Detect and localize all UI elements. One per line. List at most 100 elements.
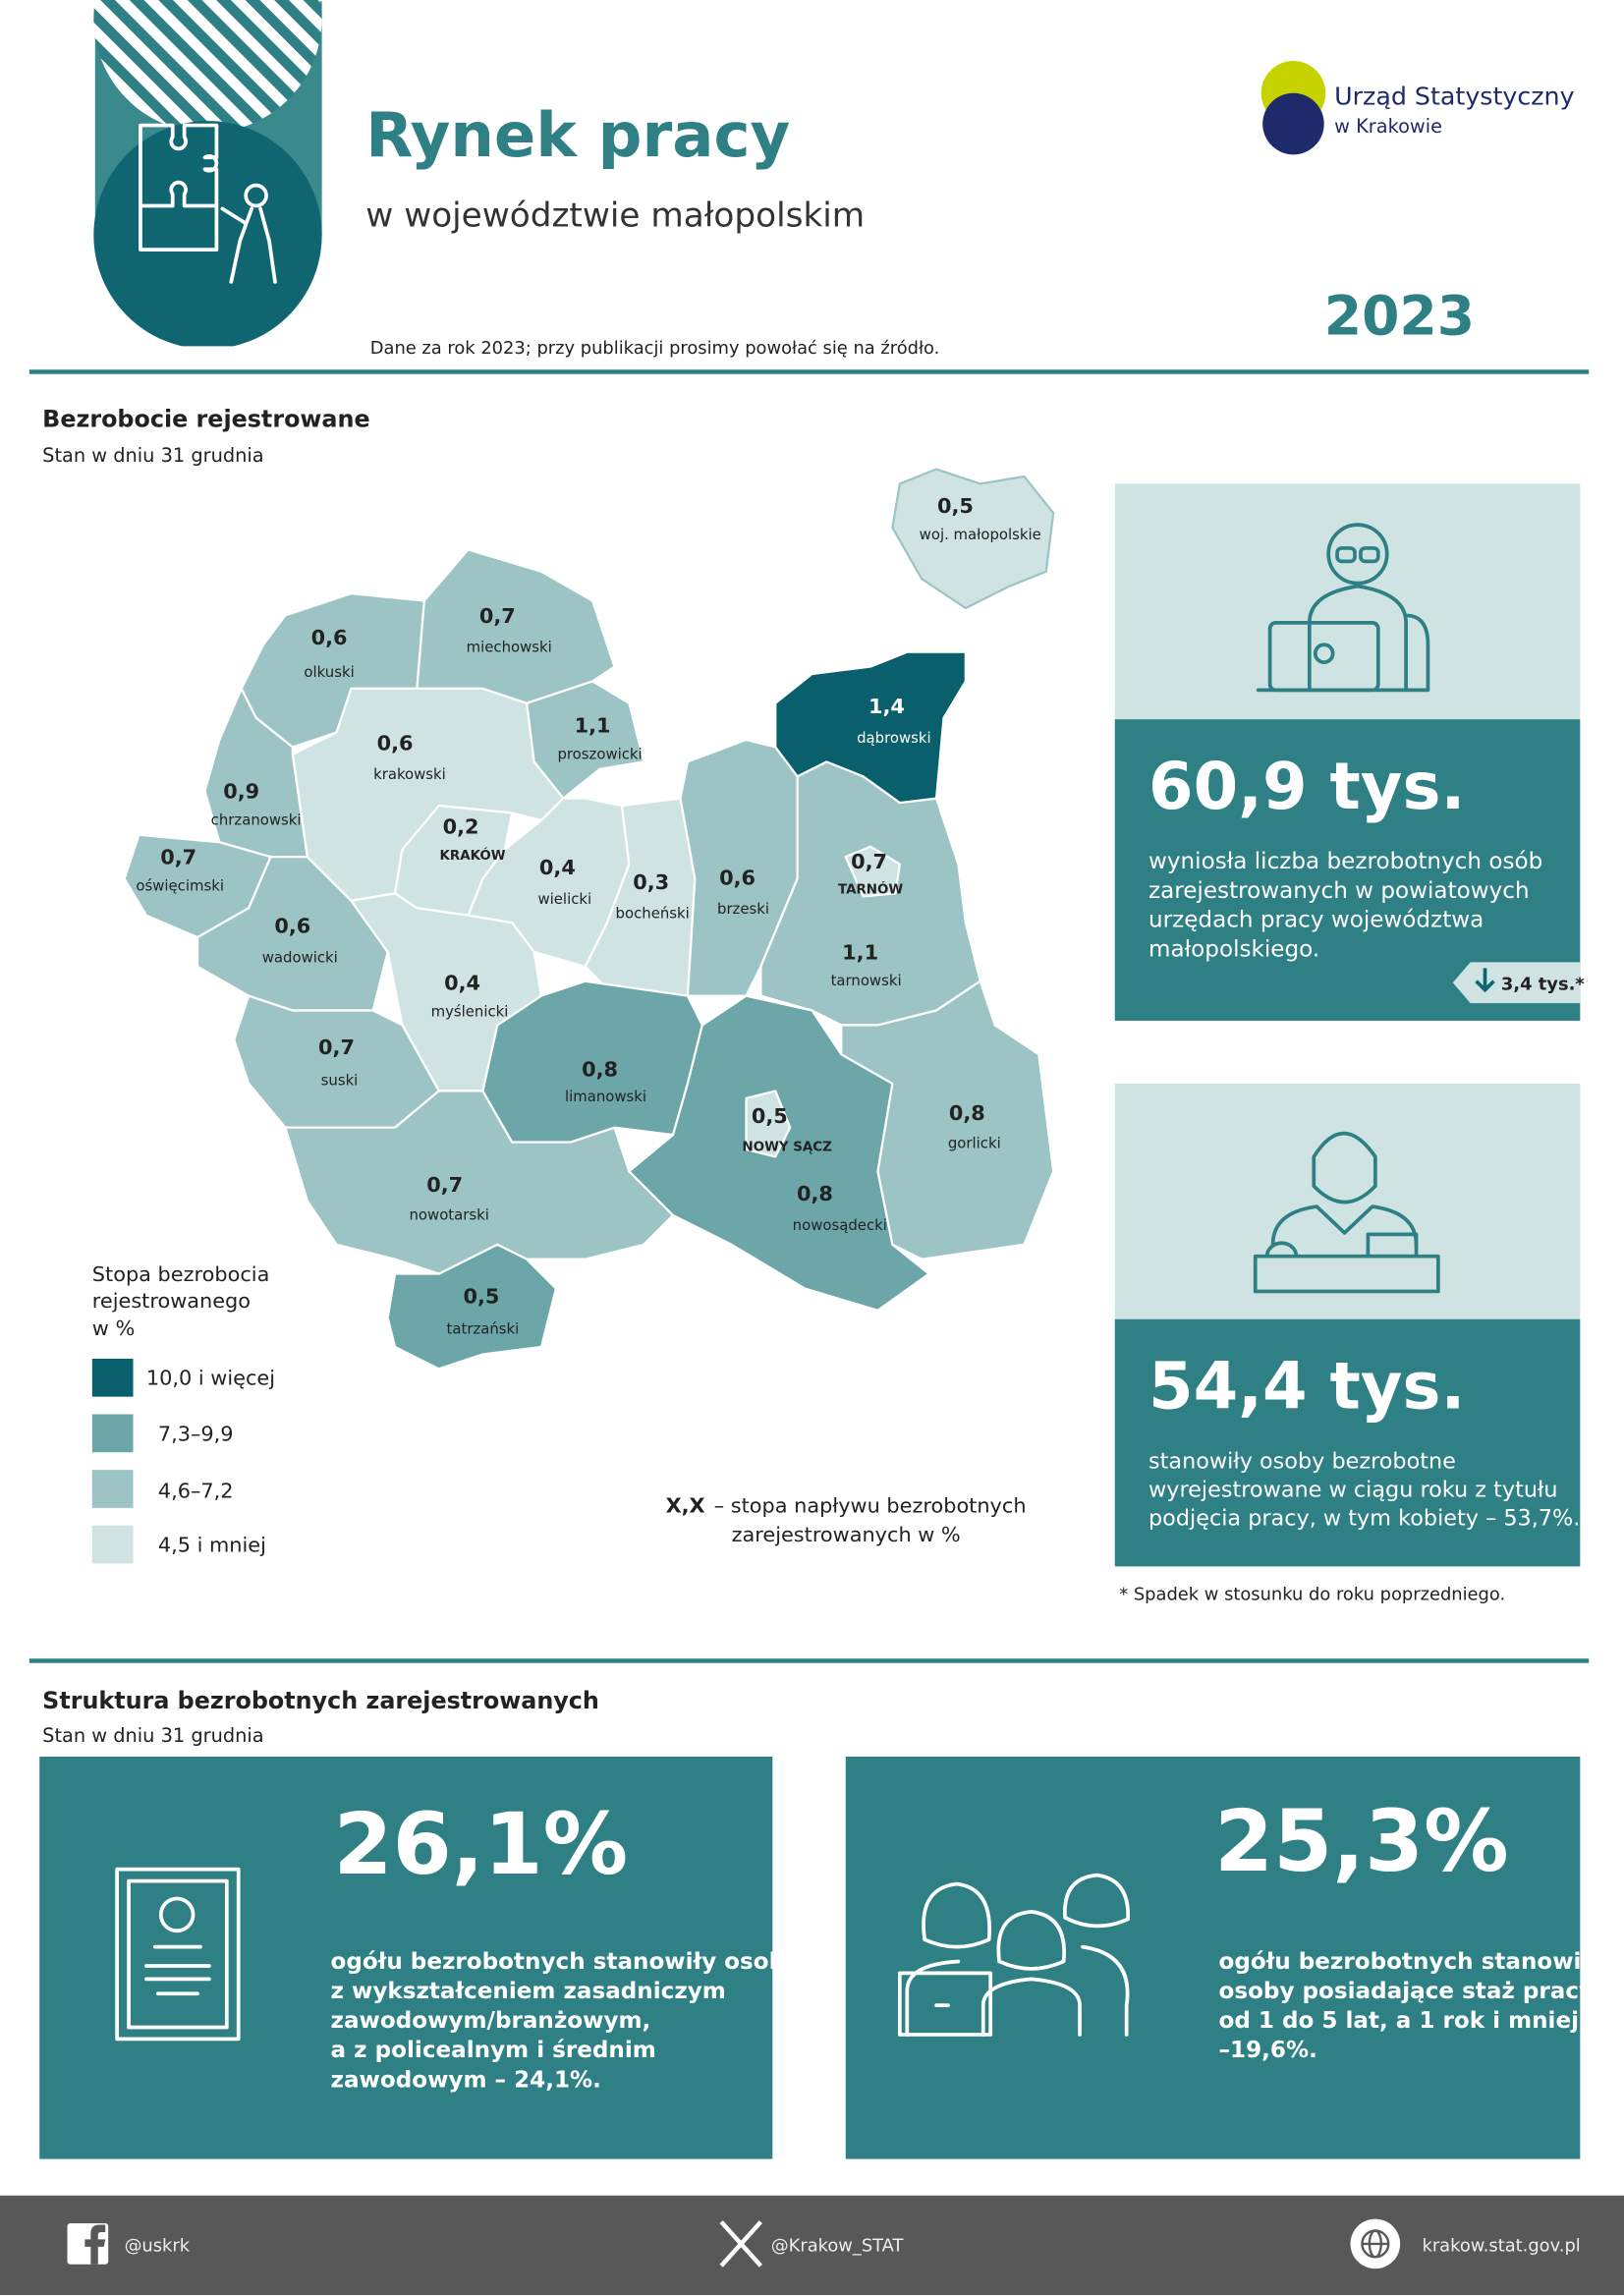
text-line: osoby posiadające staż pracy [1218,1979,1594,2004]
text-line: od 1 do 5 lat, a 1 rok i mniej [1218,2008,1579,2034]
panel-value: 60,9 tys. [1148,750,1465,824]
region-value: 0,8 [582,1058,618,1082]
text-line: z wykształceniem zasadniczym [331,1979,726,2004]
legend-swatch [91,1525,134,1564]
region [416,548,616,704]
legend-label: 7,3–9,9 [158,1422,234,1445]
section-subtitle: Stan w dniu 31 grudnia [42,1724,263,1747]
panel-text: stanowiły osoby bezrobotne wyrejestrowane… [1148,1449,1580,1532]
region-name: nowotarski [410,1205,489,1223]
symbol-text: zarejestrowanych w % [732,1523,961,1546]
text-line: małopolskiego. [1148,936,1319,962]
region-name: nowosądecki [793,1216,887,1234]
region-value: 0,6 [274,915,310,938]
region [844,845,901,898]
globe-glyph [1361,2229,1390,2259]
region-value: 0,3 [633,870,669,894]
region [840,980,1055,1260]
region-name: tarnowski [831,972,902,989]
region-value: 0,7 [160,846,196,869]
change-value: 3,4 tys.* [1501,975,1585,995]
region-name: krakowski [373,765,446,783]
region [386,1243,558,1371]
text-line: zawodowym/branżowym, [331,2008,651,2034]
region-value: 1,4 [868,695,905,718]
region-name: dąbrowski [857,729,931,747]
region-name: proszowicki [557,745,642,762]
region-value: 0,6 [377,731,414,755]
region-value: 0,5 [463,1284,499,1308]
region-name: woj. małopolskie [920,526,1041,543]
note: Dane za rok 2023; przy publikacji prosim… [370,338,940,359]
region [774,650,967,805]
region-value: 1,1 [575,714,611,738]
region-value: 0,6 [311,626,348,649]
region-name: NOWY SĄCZ [743,1140,833,1154]
region-name: oświęcimski [136,876,224,894]
footer-text[interactable]: krakow.stat.gov.pl [1422,2235,1580,2256]
text-line: urzędach pracy województwa [1148,908,1484,933]
legend-swatch [91,1414,134,1453]
logo-text: Urząd Statystyczny [1334,83,1574,111]
region [628,994,930,1312]
region [891,468,1055,610]
region-name: tatrzański [447,1320,520,1338]
region-value: 0,9 [223,780,259,804]
person-laptop-icon [1256,523,1430,693]
region-name: gorlicki [948,1135,1001,1152]
region-value: 0,5 [752,1104,788,1128]
text-line: podjęcia pracy, w tym kobiety – 53,7%. [1148,1506,1580,1532]
box-value: 26,1% [334,1796,629,1894]
puzzle-icon [139,123,277,284]
region-name: brzeski [717,900,769,918]
legend: Stopa bezrobocia rejestrowanego w % 10,0… [91,1262,1027,1564]
region [745,1090,792,1158]
footer-text[interactable]: @uskrk [125,2235,191,2256]
map: 0,6 olkuski 0,7 miechowski 1,1 proszowicki 0,6… [123,468,1055,1371]
footer-text[interactable]: @Krakow_STAT [771,2235,904,2256]
region-value: 0,7 [479,604,516,628]
text-line: ogółu bezrobotnych stanowiły [1218,1949,1604,1975]
section-subtitle: Stan w dniu 31 grudnia [42,444,263,467]
box [39,1757,773,2159]
box-text: ogółu bezrobotnych stanowiły osoby posiad… [1218,1949,1604,2063]
region-value: 0,8 [949,1101,985,1125]
text-line: –19,6%. [1218,2038,1316,2063]
logo-text: w Krakowie [1334,115,1442,138]
legend-swatch [91,1358,134,1397]
box-text: ogółu bezrobotnych stanowiły osoby z wyks… [331,1949,801,2093]
text-line: wyniosła liczba bezrobotnych osób [1148,849,1542,874]
header-decoration [93,0,322,347]
region-name: miechowski [467,639,552,656]
region-name: suski [321,1071,359,1089]
legend-label: 4,6–7,2 [158,1479,234,1502]
legend-label: 10,0 i więcej [146,1367,275,1390]
panel-dark [1114,1318,1581,1567]
region-value: 0,7 [426,1173,463,1197]
region-value: 0,7 [851,850,887,873]
legend-title: Stopa bezrobocia [92,1262,270,1286]
region-name: limanowski [565,1088,646,1105]
region-value: 1,1 [842,940,878,964]
subtitle: w województwie małopolskim [365,196,865,235]
certificate-icon [115,1867,241,2042]
change-badge: 3,4 tys.* [1452,962,1585,1004]
region-value: 0,4 [539,856,576,879]
symbol: X,X [666,1493,705,1517]
title: Rynek pracy [365,99,790,171]
panel-text: wyniosła liczba bezrobotnych osób zarejes… [1148,849,1542,962]
region-name: wadowicki [262,948,338,966]
person-desk-icon [1253,1131,1440,1294]
facebook-glyph [84,2224,106,2265]
x-icon [719,2220,763,2268]
region-name: myślenicki [431,1002,509,1020]
region-value: 0,7 [318,1036,355,1059]
divider [28,369,1590,374]
legend-label: 4,5 i mniej [158,1534,266,1557]
region-name: TARNÓW [838,879,903,897]
text-line: wyrejestrowane w ciągu roku z tytułu [1148,1478,1557,1503]
legend-title: w % [92,1316,135,1340]
text-line: ogółu bezrobotnych stanowiły osoby [331,1949,801,1975]
